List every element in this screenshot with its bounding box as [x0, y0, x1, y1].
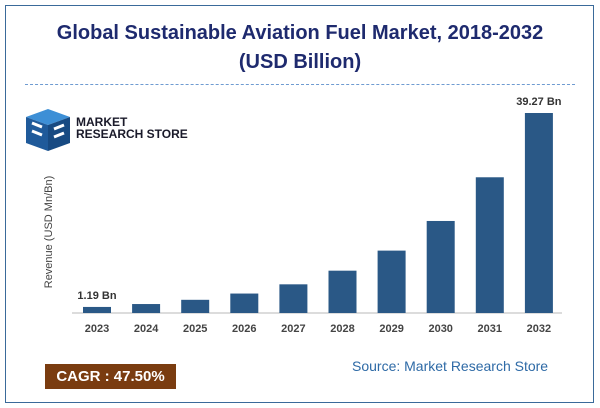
bar-2028: [328, 270, 357, 313]
bar-2031: [475, 177, 504, 313]
data-label: 39.27 Bn: [516, 96, 562, 108]
bar-2025: [181, 299, 210, 313]
x-tick-label: 2025: [183, 323, 207, 335]
chart-subtitle: (USD Billion): [238, 51, 362, 73]
chart-frame: [5, 5, 594, 403]
bar-2030: [426, 220, 455, 313]
x-tick-label: 2024: [134, 323, 159, 335]
bar-2027: [279, 284, 308, 313]
data-label: 1.19 Bn: [77, 290, 116, 302]
market-research-store-logo-icon: [26, 109, 70, 151]
logo-text: MARKET RESEARCH STORE: [76, 116, 188, 140]
source-text: Source: Market Research Store: [352, 358, 549, 374]
chart-title: Global Sustainable Aviation Fuel Market,…: [56, 22, 544, 44]
x-tick-label: 2029: [379, 323, 403, 335]
bar-2032: [524, 113, 553, 313]
bar-2024: [132, 304, 161, 313]
bar-2029: [377, 250, 406, 313]
logo-line2: RESEARCH STORE: [76, 127, 188, 141]
logo-line1: MARKET: [76, 115, 128, 129]
title-divider: [25, 84, 575, 85]
bar-2026: [230, 293, 259, 313]
bar-2023: [83, 306, 111, 313]
x-tick-label: 2030: [428, 323, 452, 335]
x-tick-label: 2026: [232, 323, 256, 335]
x-tick-label: 2031: [478, 323, 502, 335]
x-tick-label: 2032: [527, 323, 551, 335]
cagr-badge: CAGR : 47.50%: [45, 364, 176, 389]
x-tick-label: 2023: [85, 323, 109, 335]
y-axis-label: Revenue (USD Mn/Bn): [43, 176, 55, 289]
x-tick-label: 2028: [330, 323, 354, 335]
x-tick-label: 2027: [281, 323, 305, 335]
